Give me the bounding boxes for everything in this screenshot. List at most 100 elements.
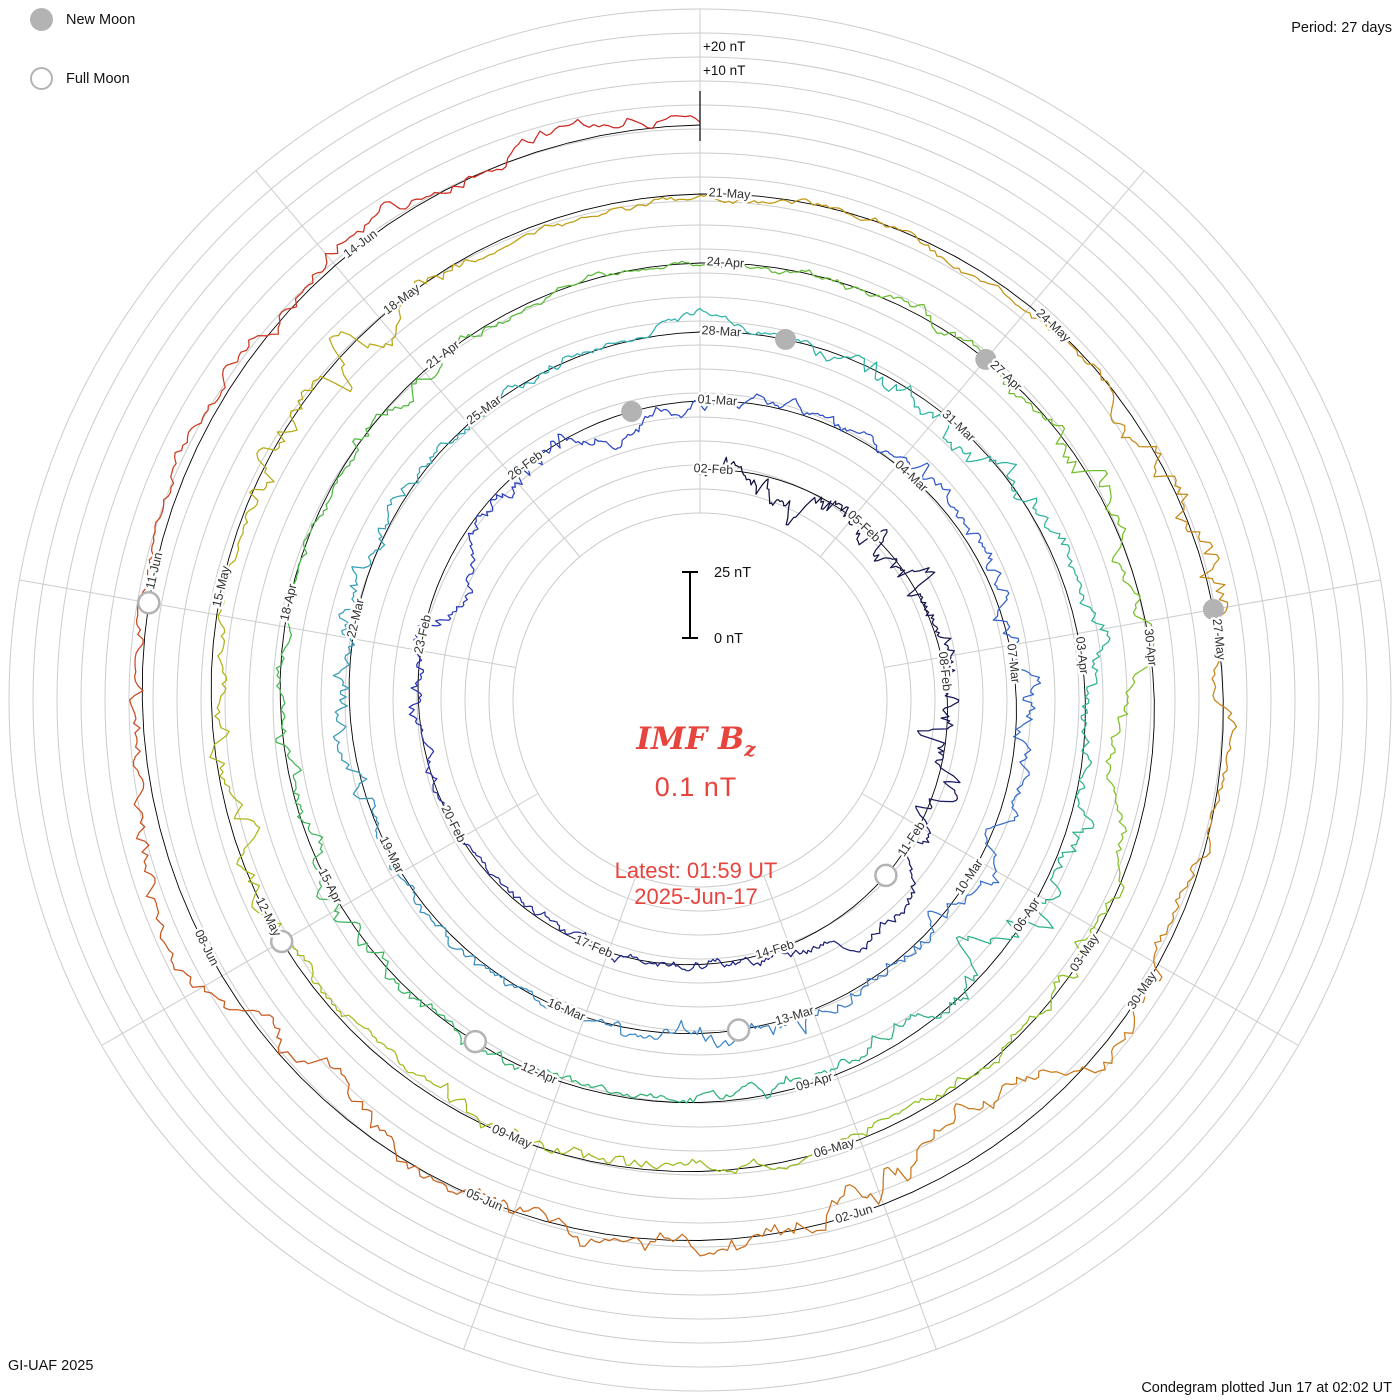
bz-trace [512,1206,638,1247]
bz-trace [286,531,312,629]
date-label: 15-Apr [315,866,344,906]
bz-trace [143,865,205,988]
bz-trace [1093,826,1127,929]
bz-trace [880,1103,970,1199]
bz-trace [660,1019,739,1049]
full-moon-marker [269,929,294,954]
legend-new-moon: New Moon [30,8,135,31]
bz-trace [563,115,701,130]
bz-trace [1075,721,1093,816]
bz-trace [567,428,637,451]
full-moon-label: Full Moon [66,70,130,87]
bz-trace [316,1057,398,1162]
bz-trace [903,832,932,900]
date-label: 30-Apr [1141,628,1159,667]
bz-trace [237,252,328,358]
bz-trace [983,361,1066,430]
new-moon-marker [1202,599,1224,620]
bz-trace [787,496,852,526]
bz-trace [1055,427,1120,520]
legend-full-moon: Full Moon [30,67,130,90]
date-label: 08-Jun [192,927,222,967]
bz-trace [283,939,358,1025]
bz-trace [699,194,819,206]
bz-trace [636,1232,764,1257]
bz-trace [512,984,584,1022]
bz-trace [814,975,883,1017]
date-label: 27-May [1210,618,1229,662]
period-label: Period: 27 days [1291,20,1392,36]
bz-trace [902,456,957,511]
bz-trace [837,423,905,459]
date-label: 02-Feb [693,461,733,477]
new-moon-label: New Moon [66,11,136,28]
bz-trace [769,398,839,427]
date-label: 08-Feb [936,651,955,692]
bz-trace [1045,814,1095,901]
scale-bar-bottom-label: 0 nT [714,631,743,647]
bz-trace [833,1018,911,1070]
bz-trace [1110,391,1182,495]
bz-trace [464,530,476,601]
bz-trace [367,482,410,558]
bz-trace [889,557,936,604]
date-label: 03-May [1067,931,1102,974]
bz-trace [236,832,290,941]
date-label: 07-Mar [1004,643,1023,684]
bz-trace [332,720,373,800]
bz-trace [955,898,1054,947]
full-moon-marker [137,591,161,615]
date-label: 04-Mar [892,457,930,494]
date-label: 13-Mar [774,1003,816,1028]
bz-trace [396,1160,514,1215]
bz-trace [371,797,399,876]
date-label: 24-May [1033,306,1073,345]
date-label: 03-Apr [1073,636,1091,675]
date-label: 12-May [253,895,285,939]
date-label: 05-Feb [845,508,883,545]
bz-trace [171,355,240,473]
grid-spoke [255,170,581,558]
bz-trace [597,260,701,277]
bz-trace [584,194,701,219]
bz-trace [214,614,228,729]
bz-trace [730,949,794,967]
date-label: 09-May [490,1122,535,1152]
date-label: 21-May [708,185,751,201]
bz-trace [801,269,903,300]
baseline-spiral [141,124,1224,1241]
bz-trace [791,940,864,955]
bz-trace [297,331,396,402]
bz-trace [984,794,1019,872]
bz-trace [397,873,450,939]
bz-trace [408,649,425,718]
full-moon-marker [726,1018,751,1042]
date-label: 06-Apr [1010,895,1042,934]
bz-trace [1117,620,1156,726]
bz-trace [333,910,400,985]
bz-trace [1060,543,1105,631]
full-moon-marker [874,863,898,888]
bz-trace [444,125,565,194]
date-label: 15-May [210,564,233,609]
bz-trace [785,334,866,373]
bz-trace [927,870,1000,919]
bz-trace [699,393,771,411]
grid-spoke [861,793,1299,1046]
latest-time: Latest: 01:59 UT [614,858,778,883]
bz-trace [1105,723,1126,828]
bz-trace [816,203,930,246]
bz-trace [864,361,941,419]
scale-bar-top-label: 25 nT [714,565,751,581]
bz-trace [132,732,150,867]
bz-trace [923,602,955,657]
bz-trace [750,478,791,526]
date-label: 18-Apr [277,583,299,623]
full-moon-icon [30,67,53,90]
bz-trace [324,191,447,255]
date-label: 27-Apr [988,358,1025,394]
bz-trace [1094,961,1163,1074]
bz-trace [138,471,175,602]
